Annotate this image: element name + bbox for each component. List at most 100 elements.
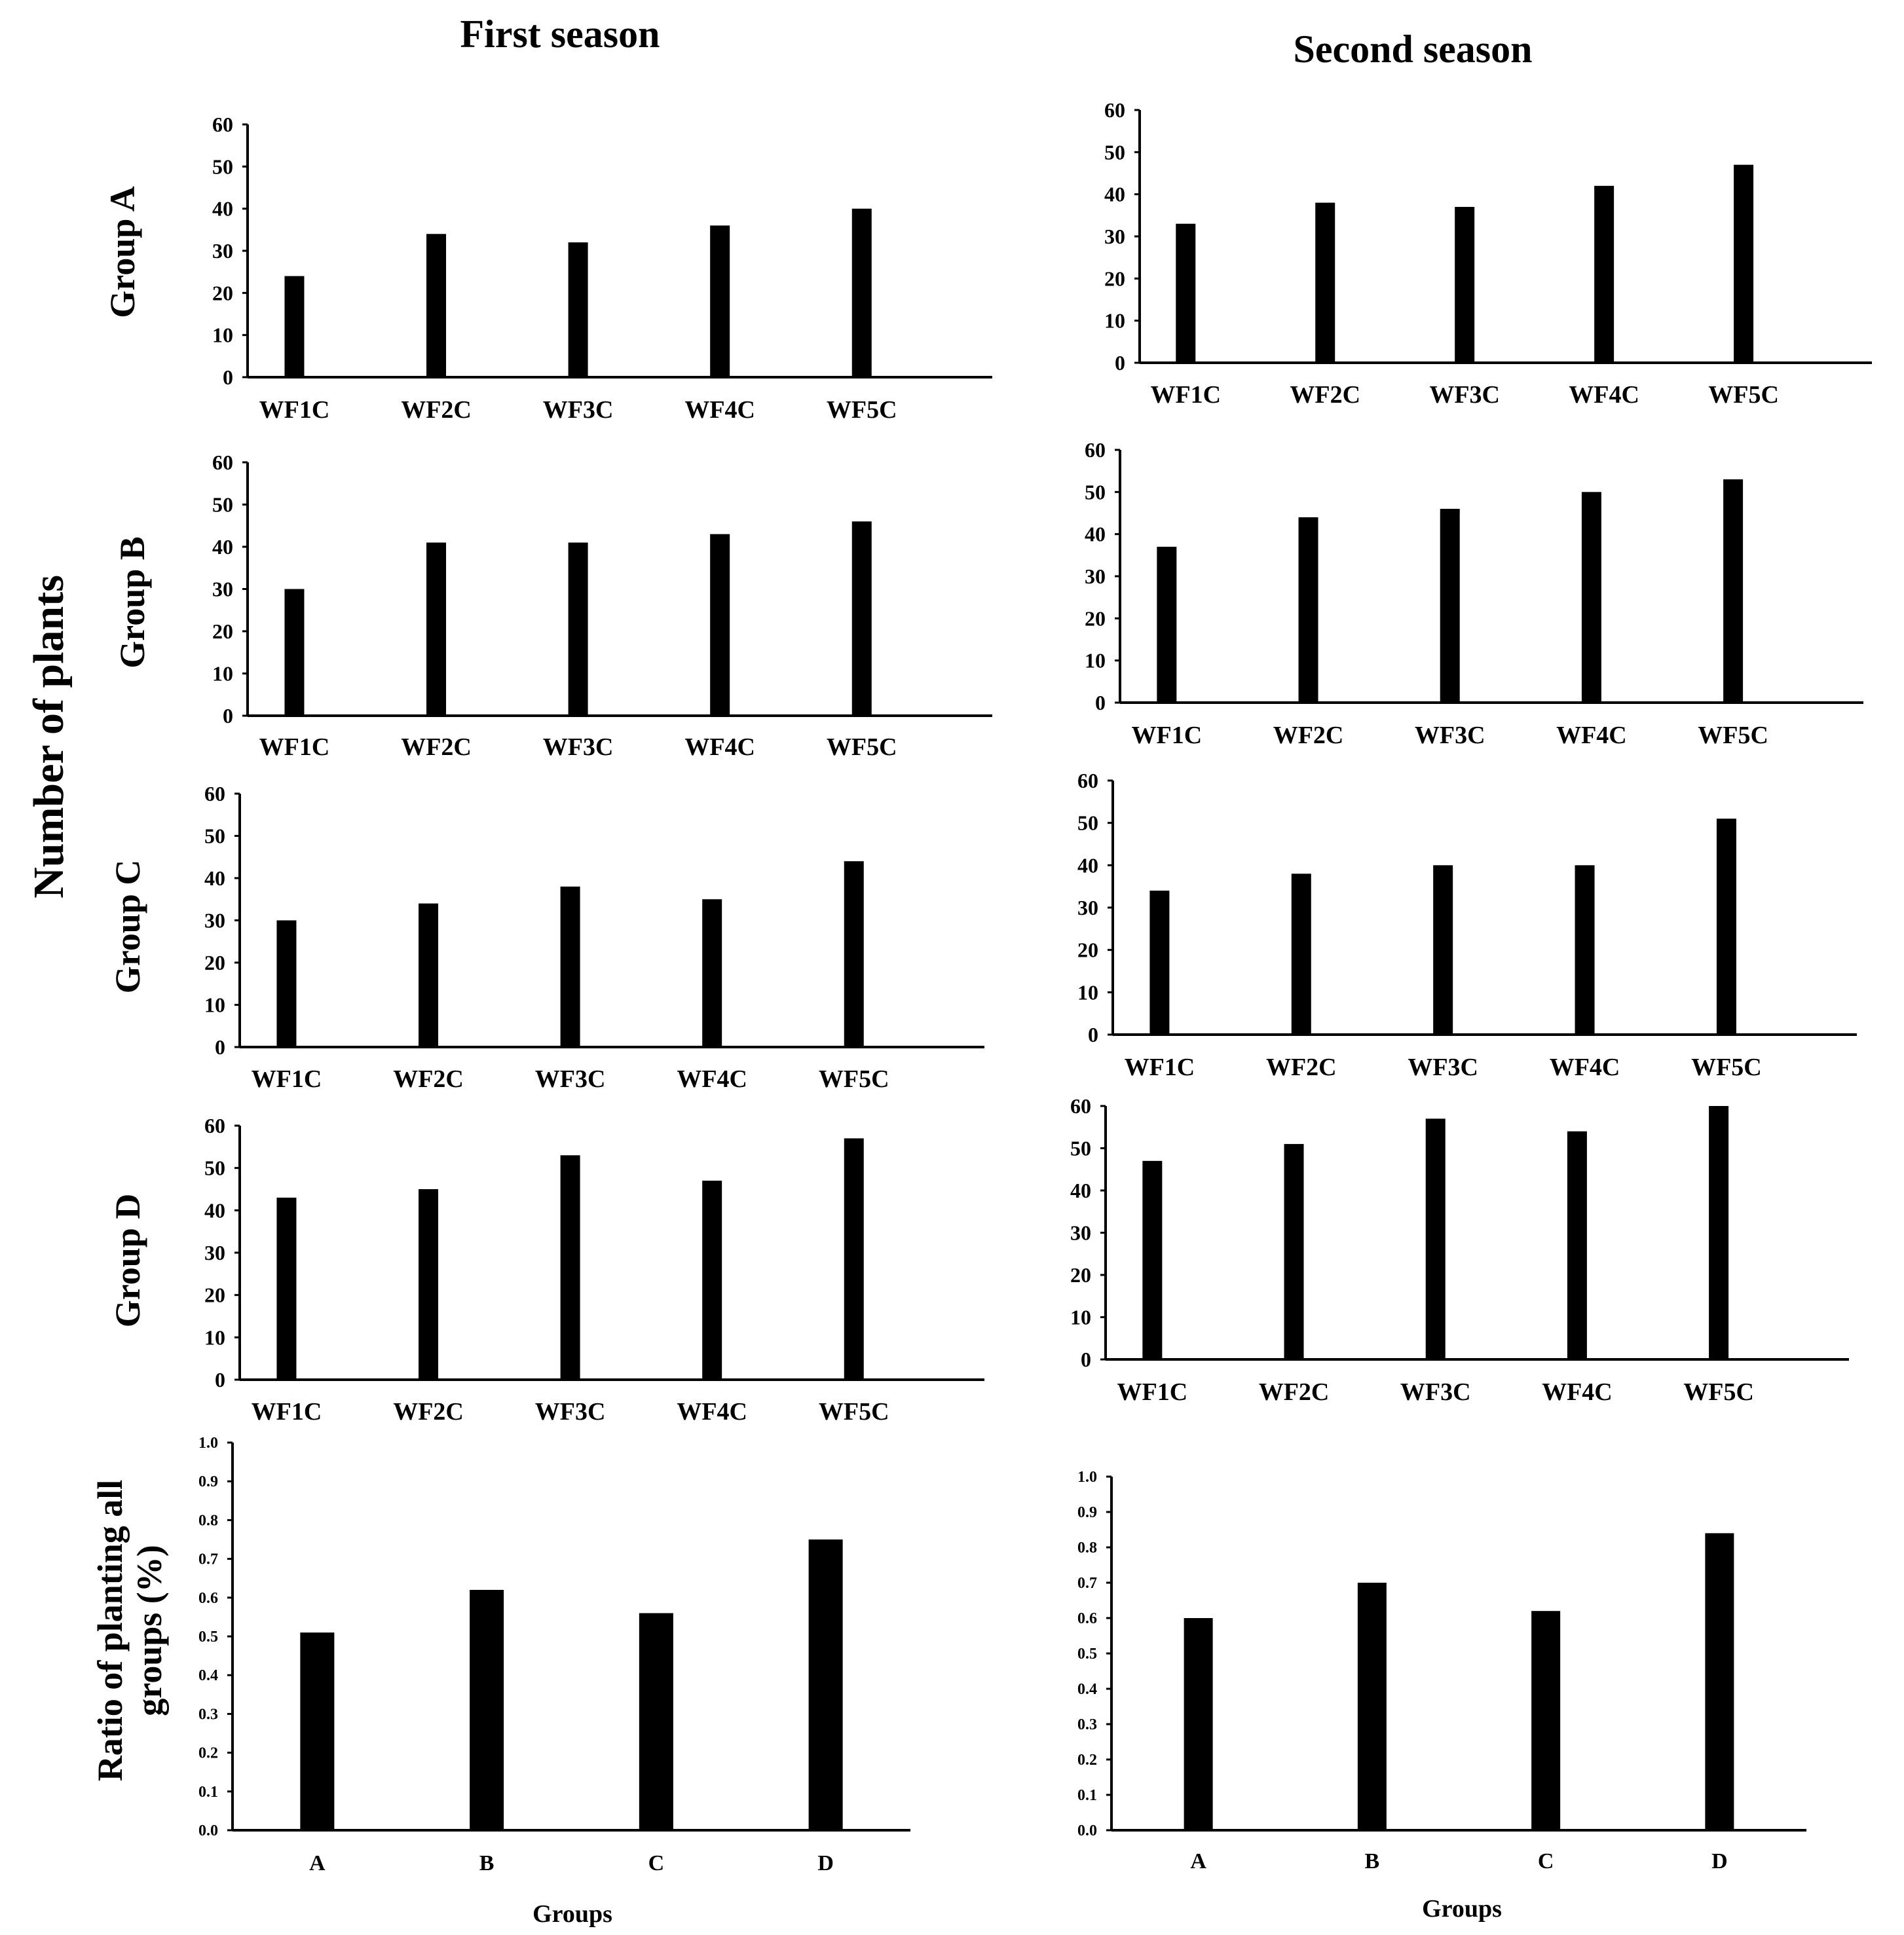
y-tick-label: 10 <box>212 323 233 347</box>
x-category-label: A <box>1190 1849 1206 1873</box>
y-tick-label: 10 <box>1104 309 1125 333</box>
y-tick-label: 10 <box>204 993 225 1017</box>
x-category-label: WF5C <box>1683 1378 1754 1406</box>
x-category-label: WF1C <box>1125 1054 1195 1081</box>
x-category-label: WF4C <box>1542 1378 1613 1406</box>
x-category-label: WF4C <box>1556 722 1627 749</box>
y-tick-label: 0.3 <box>198 1706 218 1723</box>
y-tick-label: 0.1 <box>1077 1787 1097 1804</box>
bar-wf2c <box>1284 1144 1304 1359</box>
y-tick-label: 20 <box>1085 606 1106 630</box>
chart-second-season-group-c: 0 10 20 30 40 50 60 WF1C WF2C WF3C WF4C WF5C <box>1077 769 1857 1081</box>
bar-c <box>1531 1611 1561 1830</box>
y-tick-label: 20 <box>1077 938 1098 962</box>
x-category-label: WF4C <box>1569 381 1639 409</box>
bar-wf1c <box>276 920 297 1047</box>
x-category-label: WF2C <box>1259 1378 1330 1406</box>
bar-wf1c <box>284 276 305 377</box>
bar-wf4c <box>710 225 730 377</box>
y-tick-label: 40 <box>212 197 233 221</box>
y-tick-label: 10 <box>212 662 233 686</box>
bar-wf5c <box>1734 164 1754 363</box>
bar-wf1c <box>284 589 305 716</box>
x-category-label: WF3C <box>1429 381 1500 409</box>
y-tick-label: 40 <box>1104 183 1125 206</box>
y-tick-label: 0.1 <box>198 1784 218 1801</box>
y-tick-label: 0.2 <box>198 1745 218 1762</box>
chart-second-season-group-a: 0 10 20 30 40 50 60 WF1C WF2C WF3C WF4C WF5C <box>1104 98 1872 409</box>
x-category-label: WF5C <box>1691 1054 1762 1081</box>
bar-wf4c <box>702 899 722 1047</box>
bar-wf5c <box>844 1138 864 1380</box>
ratio-ylabel-line2: groups (%) <box>130 1545 169 1716</box>
chart-first-season-group-d: 0 10 20 30 40 50 60 WF1C WF2C WF3C WF4C WF5C <box>204 1114 984 1426</box>
bar-wf3c <box>568 242 588 377</box>
y-tick-label: 0 <box>223 365 233 389</box>
row-label-group-c: Group C <box>108 860 147 994</box>
x-category-label: WF3C <box>535 1398 606 1426</box>
y-tick-label: 60 <box>204 1114 225 1137</box>
chart-second-season-group-d: 0 10 20 30 40 50 60 WF1C WF2C WF3C WF4C WF5C <box>1070 1094 1849 1406</box>
y-tick-label: 50 <box>212 155 233 178</box>
x-category-label: WF2C <box>393 1398 464 1426</box>
y-tick-label: 0 <box>1088 1023 1098 1046</box>
x-category-label: WF1C <box>259 733 330 761</box>
x-category-label: WF3C <box>1415 722 1485 749</box>
chart-first-season-group-c: 0 10 20 30 40 50 60 WF1C WF2C WF3C WF4C WF5C <box>204 782 984 1093</box>
x-category-label: WF3C <box>535 1065 606 1093</box>
y-tick-label: 40 <box>204 1198 225 1222</box>
bar-wf3c <box>1440 509 1460 703</box>
x-category-label: WF4C <box>677 1398 747 1426</box>
x-category-label: WF1C <box>1132 722 1203 749</box>
x-category-label: B <box>1365 1849 1380 1873</box>
number-of-plants-label: Number of plants <box>25 575 73 898</box>
bar-wf4c <box>1575 865 1595 1035</box>
y-tick-label: 10 <box>1077 980 1098 1004</box>
first-season-title: First season <box>460 12 660 56</box>
x-category-label: WF2C <box>401 733 472 761</box>
y-tick-label: 0.6 <box>1077 1610 1097 1627</box>
y-tick-label: 0 <box>1081 1348 1091 1371</box>
x-category-label: WF1C <box>1150 381 1221 409</box>
y-tick-label: 10 <box>1085 649 1106 673</box>
bar-wf2c <box>1291 874 1311 1035</box>
bar-wf2c <box>419 1189 439 1380</box>
y-tick-label: 60 <box>1077 769 1098 792</box>
y-tick-label: 50 <box>1077 811 1098 835</box>
bar-wf1c <box>1142 1160 1163 1359</box>
y-tick-label: 30 <box>212 239 233 263</box>
y-tick-label: 0.4 <box>1077 1681 1097 1698</box>
y-tick-label: 0.2 <box>1077 1752 1097 1769</box>
y-tick-label: 50 <box>1070 1137 1091 1160</box>
y-tick-label: 60 <box>1070 1094 1091 1118</box>
y-tick-label: 0.0 <box>198 1822 218 1839</box>
x-category-label: WF2C <box>1273 722 1344 749</box>
bar-wf5c <box>851 208 872 377</box>
y-tick-label: 0.8 <box>198 1512 218 1529</box>
bar-d <box>808 1539 843 1830</box>
bar-wf1c <box>1157 546 1177 703</box>
y-tick-label: 60 <box>1104 98 1125 122</box>
chart-first-season-group-a: 0 10 20 30 40 50 60 WF1C WF2C WF3C WF4C WF5C <box>212 113 992 424</box>
bar-wf5c <box>844 861 864 1047</box>
bar-wf4c <box>1567 1131 1587 1359</box>
y-tick-label: 60 <box>204 782 225 805</box>
y-tick-label: 10 <box>1070 1306 1091 1329</box>
x-category-label: A <box>309 1851 326 1875</box>
x-category-label: WF2C <box>1290 381 1360 409</box>
bar-wf3c <box>560 1155 580 1380</box>
chart-second-season-group-b: 0 10 20 30 40 50 60 WF1C WF2C WF3C WF4C WF5C <box>1085 438 1863 749</box>
x-category-label: WF5C <box>819 1398 889 1426</box>
bar-wf2c <box>1315 202 1335 363</box>
y-tick-label: 0.5 <box>198 1629 218 1646</box>
groups-xlabel-first: Groups <box>532 1900 612 1928</box>
bar-wf3c <box>1433 865 1453 1035</box>
y-tick-label: 30 <box>204 1241 225 1264</box>
x-category-label: WF4C <box>684 733 755 761</box>
x-category-label: WF5C <box>827 396 897 424</box>
x-category-label: B <box>479 1851 495 1875</box>
x-category-label: WF2C <box>1266 1054 1337 1081</box>
y-tick-label: 0 <box>1095 691 1106 714</box>
x-category-label: WF5C <box>1698 722 1768 749</box>
y-tick-label: 0 <box>1115 351 1125 375</box>
